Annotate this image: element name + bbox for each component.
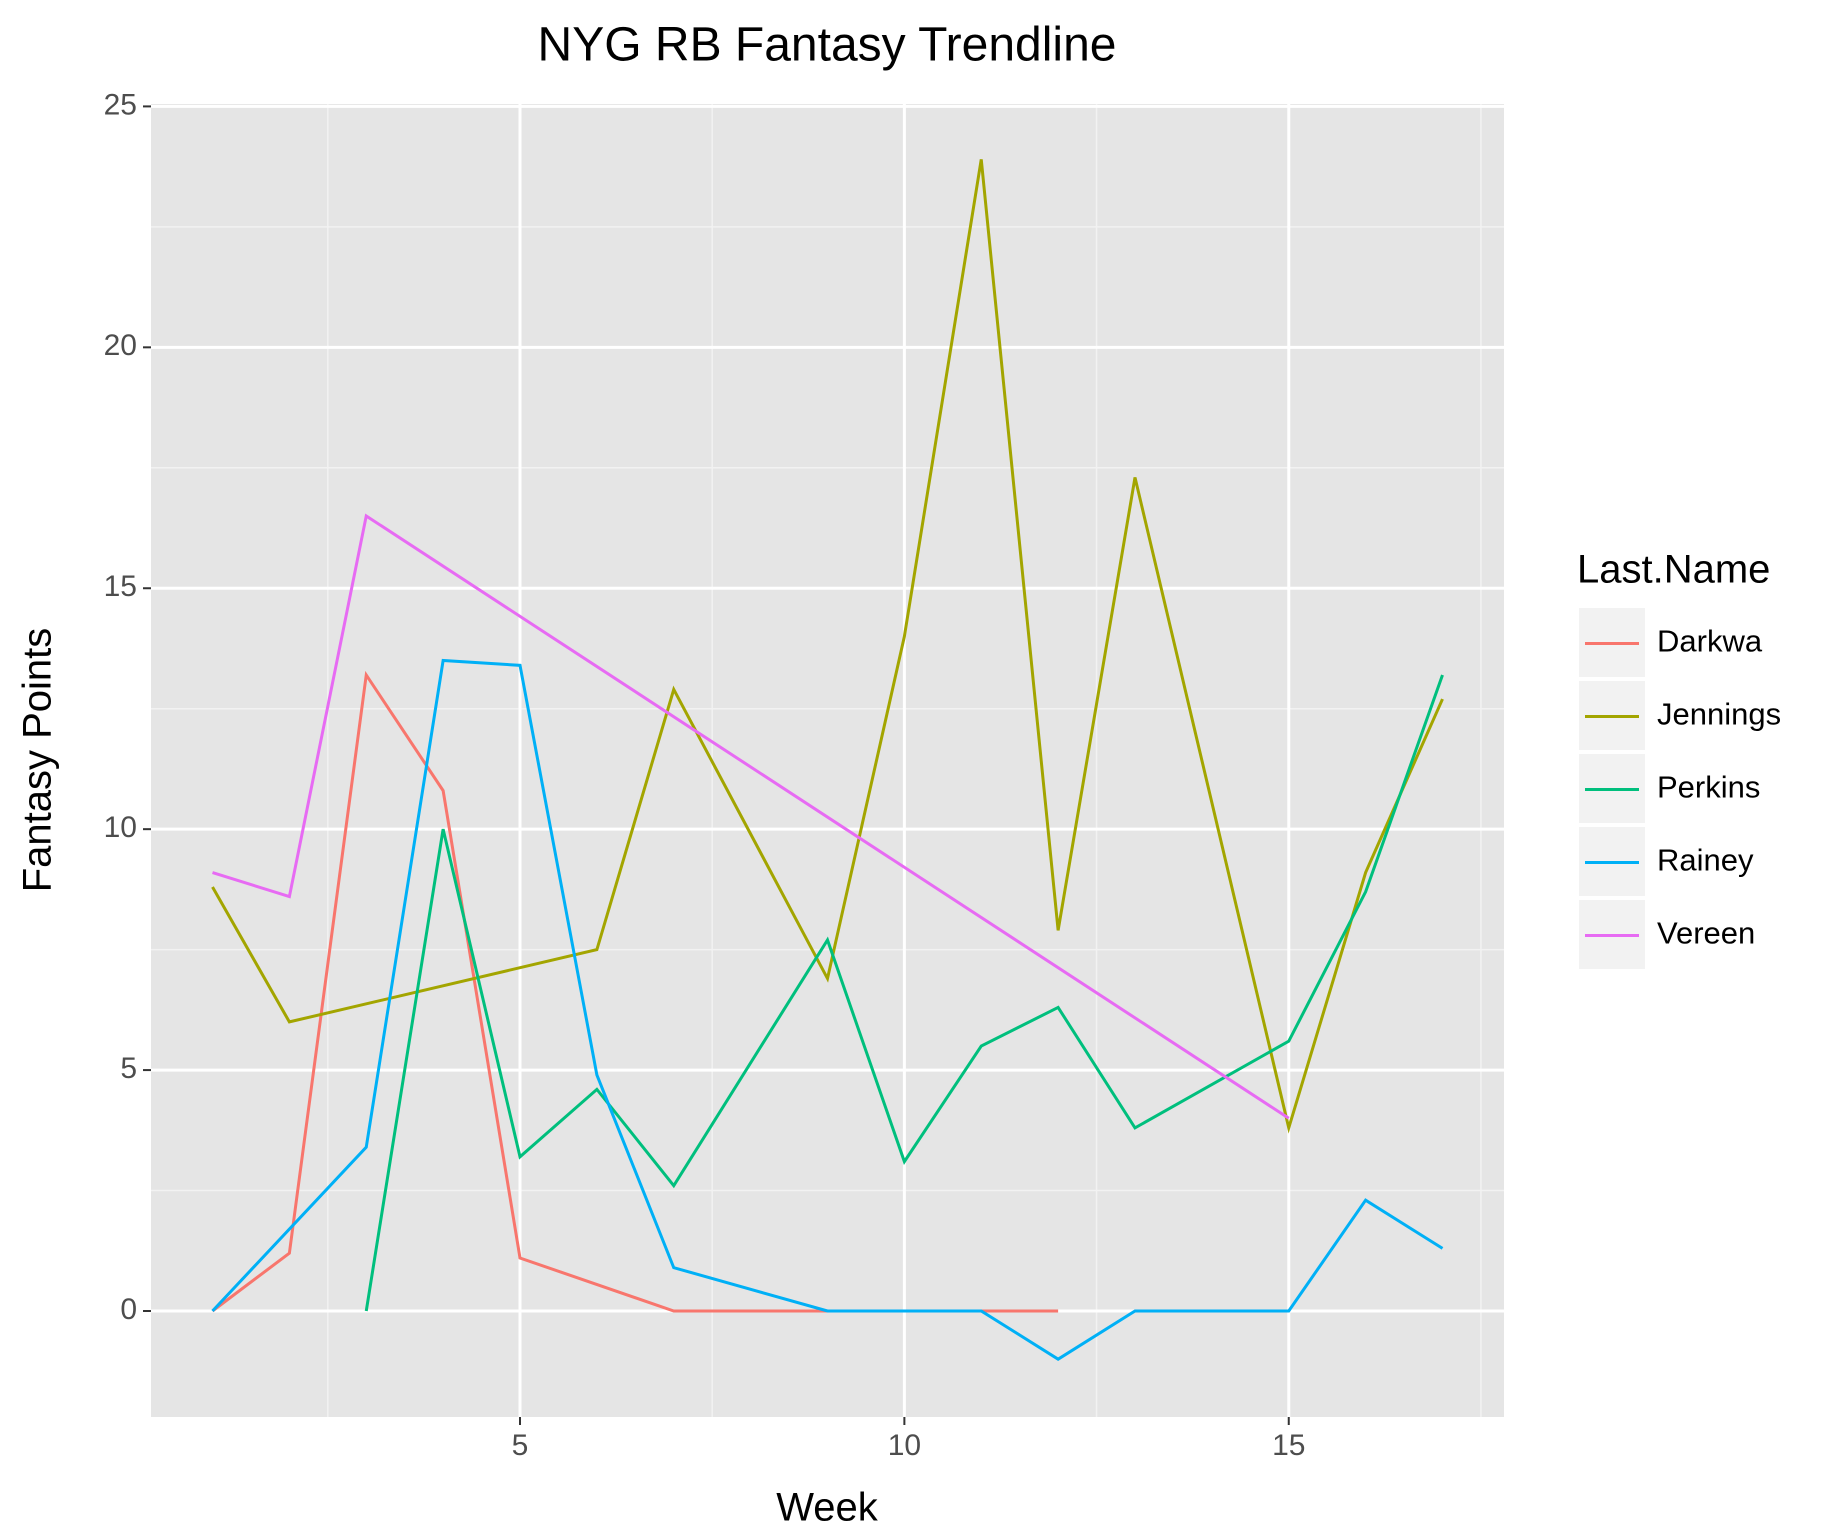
series-line (364, 674, 1444, 1312)
y-tick-label: 15 (104, 570, 137, 603)
x-axis-title: Week (776, 1486, 879, 1530)
x-tick-label: 15 (1272, 1429, 1305, 1462)
x-tick-label: 5 (512, 1429, 529, 1462)
y-tick-label: 25 (104, 88, 137, 121)
chart-title: NYG RB Fantasy Trendline (538, 19, 1117, 72)
y-tick-label: 5 (120, 1052, 137, 1085)
legend-label: Darkwa (1657, 624, 1763, 659)
y-tick-label: 0 (120, 1293, 137, 1326)
legend-title: Last.Name (1577, 548, 1770, 592)
legend-label: Jennings (1657, 697, 1781, 732)
legend-label: Perkins (1657, 770, 1760, 805)
y-axis-title: Fantasy Points (16, 628, 60, 893)
y-tick-label: 20 (104, 329, 137, 362)
x-tick-label: 10 (888, 1429, 921, 1462)
legend-label: Vereen (1657, 916, 1755, 951)
series-line (212, 513, 1290, 1120)
y-tick-label: 10 (104, 811, 137, 844)
legend-label: Rainey (1657, 843, 1754, 878)
panel (151, 104, 1504, 1417)
series-line (211, 159, 1444, 1134)
series-line (211, 658, 1444, 1361)
